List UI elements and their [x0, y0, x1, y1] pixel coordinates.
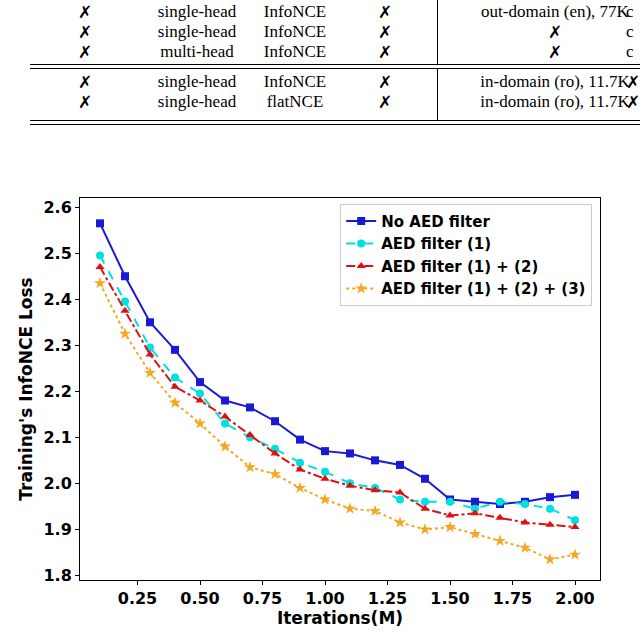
html-text:InfoNCE: InfoNCE [263, 42, 327, 61]
svg-text:No AED filter: No AED filter [381, 213, 490, 231]
html-text:multi-head: multi-head [160, 42, 234, 61]
svg-text:2.00: 2.00 [555, 589, 594, 608]
svg-text:2.3: 2.3 [43, 336, 71, 355]
svg-text:2.4: 2.4 [43, 290, 71, 309]
svg-text:0.50: 0.50 [180, 589, 219, 608]
svg-text:2.6: 2.6 [43, 198, 71, 217]
html-text:InfoNCE: InfoNCE [263, 72, 327, 91]
html-text:InfoNCE: InfoNCE [263, 22, 327, 41]
svg-text:AED filter (1): AED filter (1) [381, 235, 491, 253]
html-text:c: c [626, 2, 634, 21]
svg-text:2.1: 2.1 [43, 428, 71, 447]
svg-text:0.75: 0.75 [243, 589, 282, 608]
svg-text:2.0: 2.0 [43, 474, 71, 493]
html-text:single-head: single-head [157, 2, 237, 21]
html-text:single-head: single-head [157, 22, 237, 41]
svg-text:AED filter (1) + (2): AED filter (1) + (2) [381, 258, 538, 276]
svg-text:Iterations(M): Iterations(M) [277, 608, 403, 628]
svg-text:1.00: 1.00 [305, 589, 344, 608]
svg-text:0.25: 0.25 [118, 589, 157, 608]
svg-text:1.25: 1.25 [368, 589, 407, 608]
html-text:flatNCE: flatNCE [266, 92, 324, 111]
svg-text:AED filter (1) + (2) + (3): AED filter (1) + (2) + (3) [381, 280, 585, 298]
svg-text:1.8: 1.8 [43, 566, 71, 585]
svg-text:2.5: 2.5 [43, 244, 71, 263]
svg-text:2.2: 2.2 [43, 382, 71, 401]
svg-text:1.50: 1.50 [430, 589, 469, 608]
html-text:c: c [626, 42, 634, 61]
html-text:in-domain (ro), 11.7K: in-domain (ro), 11.7K [480, 92, 630, 111]
svg-text:1.9: 1.9 [43, 520, 71, 539]
html-text:InfoNCE: InfoNCE [263, 2, 327, 21]
html-text:single-head: single-head [157, 92, 237, 111]
svg-text:Training's InfoNCE Loss: Training's InfoNCE Loss [16, 277, 36, 500]
html-text:c: c [626, 22, 634, 41]
html-text:single-head: single-head [157, 72, 237, 91]
svg-text:1.75: 1.75 [493, 589, 532, 608]
html-text:in-domain (ro), 11.7K: in-domain (ro), 11.7K [480, 72, 630, 91]
html-text:out-domain (en), 77K: out-domain (en), 77K [481, 2, 629, 21]
